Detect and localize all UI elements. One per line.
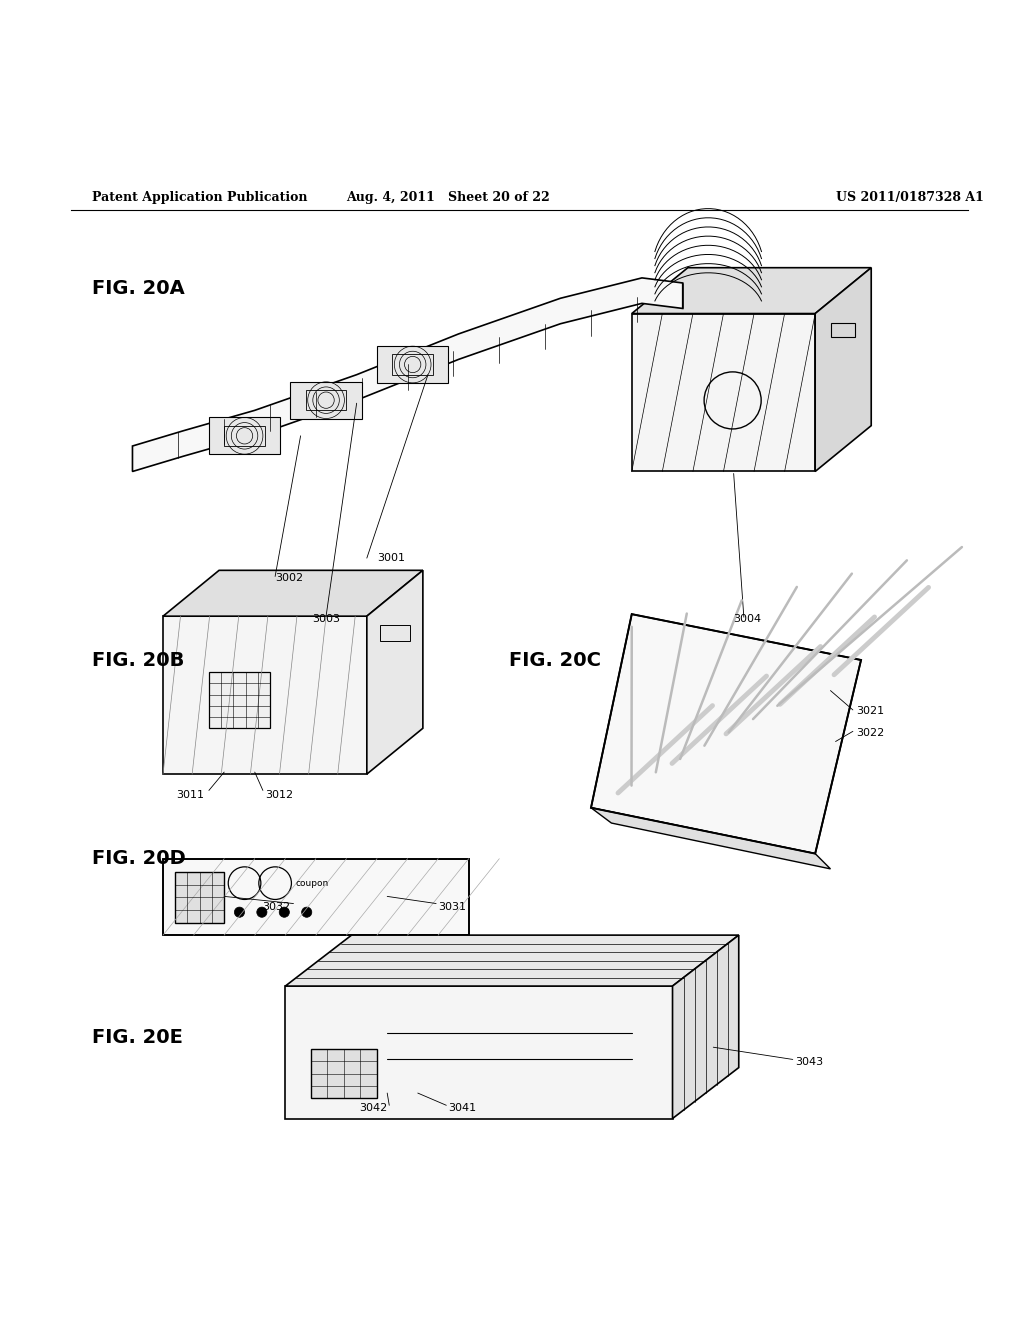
Bar <box>306 389 346 411</box>
Polygon shape <box>367 570 423 774</box>
Circle shape <box>280 907 290 917</box>
Text: FIG. 20B: FIG. 20B <box>92 651 184 669</box>
Text: 3041: 3041 <box>449 1104 476 1113</box>
Text: FIG. 20C: FIG. 20C <box>510 651 601 669</box>
Polygon shape <box>632 268 871 314</box>
Bar <box>377 346 449 383</box>
Text: 3002: 3002 <box>275 573 303 583</box>
Text: 3031: 3031 <box>438 902 466 912</box>
Text: coupon: coupon <box>296 879 329 887</box>
Text: FIG. 20A: FIG. 20A <box>92 279 184 297</box>
Text: 3004: 3004 <box>733 614 762 624</box>
Text: Aug. 4, 2011   Sheet 20 of 22: Aug. 4, 2011 Sheet 20 of 22 <box>346 191 550 203</box>
Polygon shape <box>632 314 815 471</box>
Text: 3012: 3012 <box>265 789 293 800</box>
Polygon shape <box>591 808 830 869</box>
Text: US 2011/0187328 A1: US 2011/0187328 A1 <box>836 191 983 203</box>
Bar <box>291 381 361 418</box>
Bar <box>163 859 469 935</box>
Polygon shape <box>815 268 871 471</box>
Polygon shape <box>163 570 423 616</box>
Polygon shape <box>163 616 367 774</box>
Bar <box>830 323 855 337</box>
Bar <box>392 354 433 375</box>
Circle shape <box>234 907 245 917</box>
Bar <box>311 1049 377 1098</box>
Bar <box>209 672 270 729</box>
Polygon shape <box>286 986 673 1118</box>
Text: 3042: 3042 <box>359 1104 387 1113</box>
Bar <box>380 624 411 642</box>
Text: 3011: 3011 <box>176 789 204 800</box>
Text: 3003: 3003 <box>312 614 340 624</box>
Text: FIG. 20D: FIG. 20D <box>92 849 185 869</box>
Bar <box>224 425 265 446</box>
Text: 3022: 3022 <box>856 729 884 738</box>
Polygon shape <box>286 935 738 986</box>
Text: 3043: 3043 <box>795 1057 823 1068</box>
Polygon shape <box>132 279 683 471</box>
Text: Patent Application Publication: Patent Application Publication <box>92 191 307 203</box>
Polygon shape <box>673 935 738 1118</box>
Polygon shape <box>591 614 861 854</box>
Text: 3001: 3001 <box>377 553 406 564</box>
Bar <box>163 859 469 935</box>
Text: FIG. 20E: FIG. 20E <box>92 1027 182 1047</box>
Circle shape <box>257 907 267 917</box>
Bar <box>209 417 281 454</box>
Text: 3032: 3032 <box>262 902 291 912</box>
Text: 3021: 3021 <box>856 706 884 715</box>
Circle shape <box>302 907 311 917</box>
Bar <box>175 873 224 923</box>
